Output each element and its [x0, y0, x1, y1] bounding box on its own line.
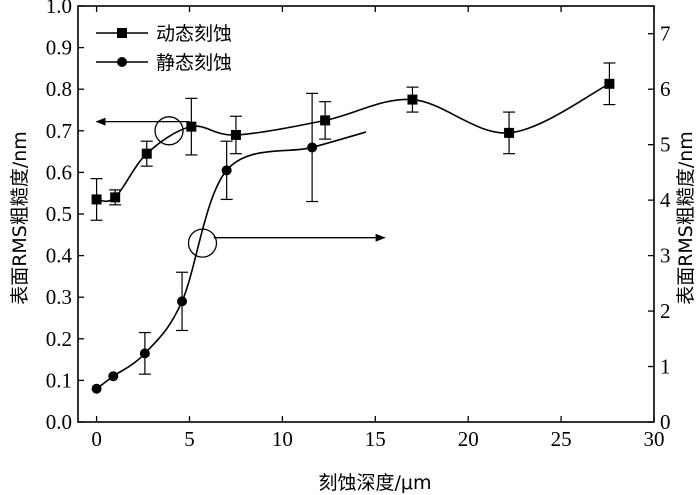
data-point-square — [407, 94, 418, 105]
data-point-circle — [177, 296, 188, 307]
data-point-circle — [221, 165, 232, 176]
series-line — [96, 83, 610, 203]
legend-marker-square — [117, 28, 127, 38]
data-point-square — [604, 78, 615, 89]
data-point-square — [91, 194, 102, 205]
x-tick-label: 15 — [365, 427, 386, 451]
y-left-tick-label: 0.4 — [46, 244, 73, 268]
x-tick-label: 20 — [458, 427, 479, 451]
series — [90, 62, 616, 394]
legend-label: 动态刻蚀 — [156, 23, 232, 45]
data-point-square — [320, 115, 331, 126]
y-axis-right: 0 1 2 3 4 5 6 7 — [648, 22, 671, 434]
legend-item: 动态刻蚀 — [96, 23, 232, 45]
data-point-circle — [139, 348, 150, 359]
y-left-tick-label: 0.6 — [46, 160, 72, 184]
x-axis-title: 刻蚀深度/μm — [319, 472, 432, 494]
y-left-tick-label: 0.7 — [46, 119, 72, 143]
x-axis: 0 5 10 15 20 25 30 — [91, 6, 665, 451]
y-left-tick-label: 0.3 — [46, 285, 72, 309]
x-tick-label: 0 — [91, 427, 102, 451]
y-axis-left: 0.0 0.1 0.2 0.3 0.4 0.5 0.6 0.7 0.8 0.9 1.0 — [46, 0, 84, 434]
y-left-tick-label: 0.9 — [46, 36, 72, 60]
legend-marker-circle — [117, 57, 127, 67]
annotation-ellipse — [154, 116, 184, 146]
y-left-tick-label: 0.0 — [46, 410, 72, 434]
y-right-tick-label: 5 — [660, 133, 671, 157]
x-tick-label: 5 — [184, 427, 195, 451]
y-right-tick-label: 3 — [660, 244, 671, 268]
x-tick-label: 30 — [644, 427, 665, 451]
y-axis-right-title: 表面RMS粗糙度/nm — [675, 131, 697, 305]
y-left-tick-label: 0.1 — [46, 368, 72, 392]
data-point-circle — [108, 371, 119, 382]
legend-label: 静态刻蚀 — [156, 52, 232, 74]
y-left-tick-label: 0.5 — [46, 202, 72, 226]
series-dynamic — [90, 62, 616, 221]
y-left-tick-label: 0.8 — [46, 77, 72, 101]
y-right-tick-label: 2 — [660, 299, 671, 323]
data-point-circle — [307, 142, 318, 153]
y-right-tick-label: 4 — [660, 188, 671, 212]
y-right-tick-label: 7 — [660, 22, 671, 46]
data-point-circle — [91, 383, 102, 394]
data-point-square — [186, 121, 197, 132]
data-point-square — [504, 127, 515, 138]
data-point-square — [110, 192, 121, 203]
x-tick-label: 10 — [272, 427, 293, 451]
series-static — [91, 92, 367, 394]
y-right-tick-label: 0 — [660, 410, 671, 434]
x-tick-label: 25 — [551, 427, 572, 451]
y-right-tick-label: 1 — [660, 355, 671, 379]
y-left-tick-label: 1.0 — [46, 0, 72, 18]
legend-item: 静态刻蚀 — [96, 52, 232, 74]
data-point-square — [230, 129, 241, 140]
annotation-ellipse — [187, 228, 218, 258]
data-point-square — [141, 148, 152, 159]
y-axis-left-title: 表面RMS粗糙度/nm — [9, 131, 31, 305]
y-left-tick-label: 0.2 — [46, 327, 72, 351]
y-right-tick-label: 6 — [660, 77, 671, 101]
